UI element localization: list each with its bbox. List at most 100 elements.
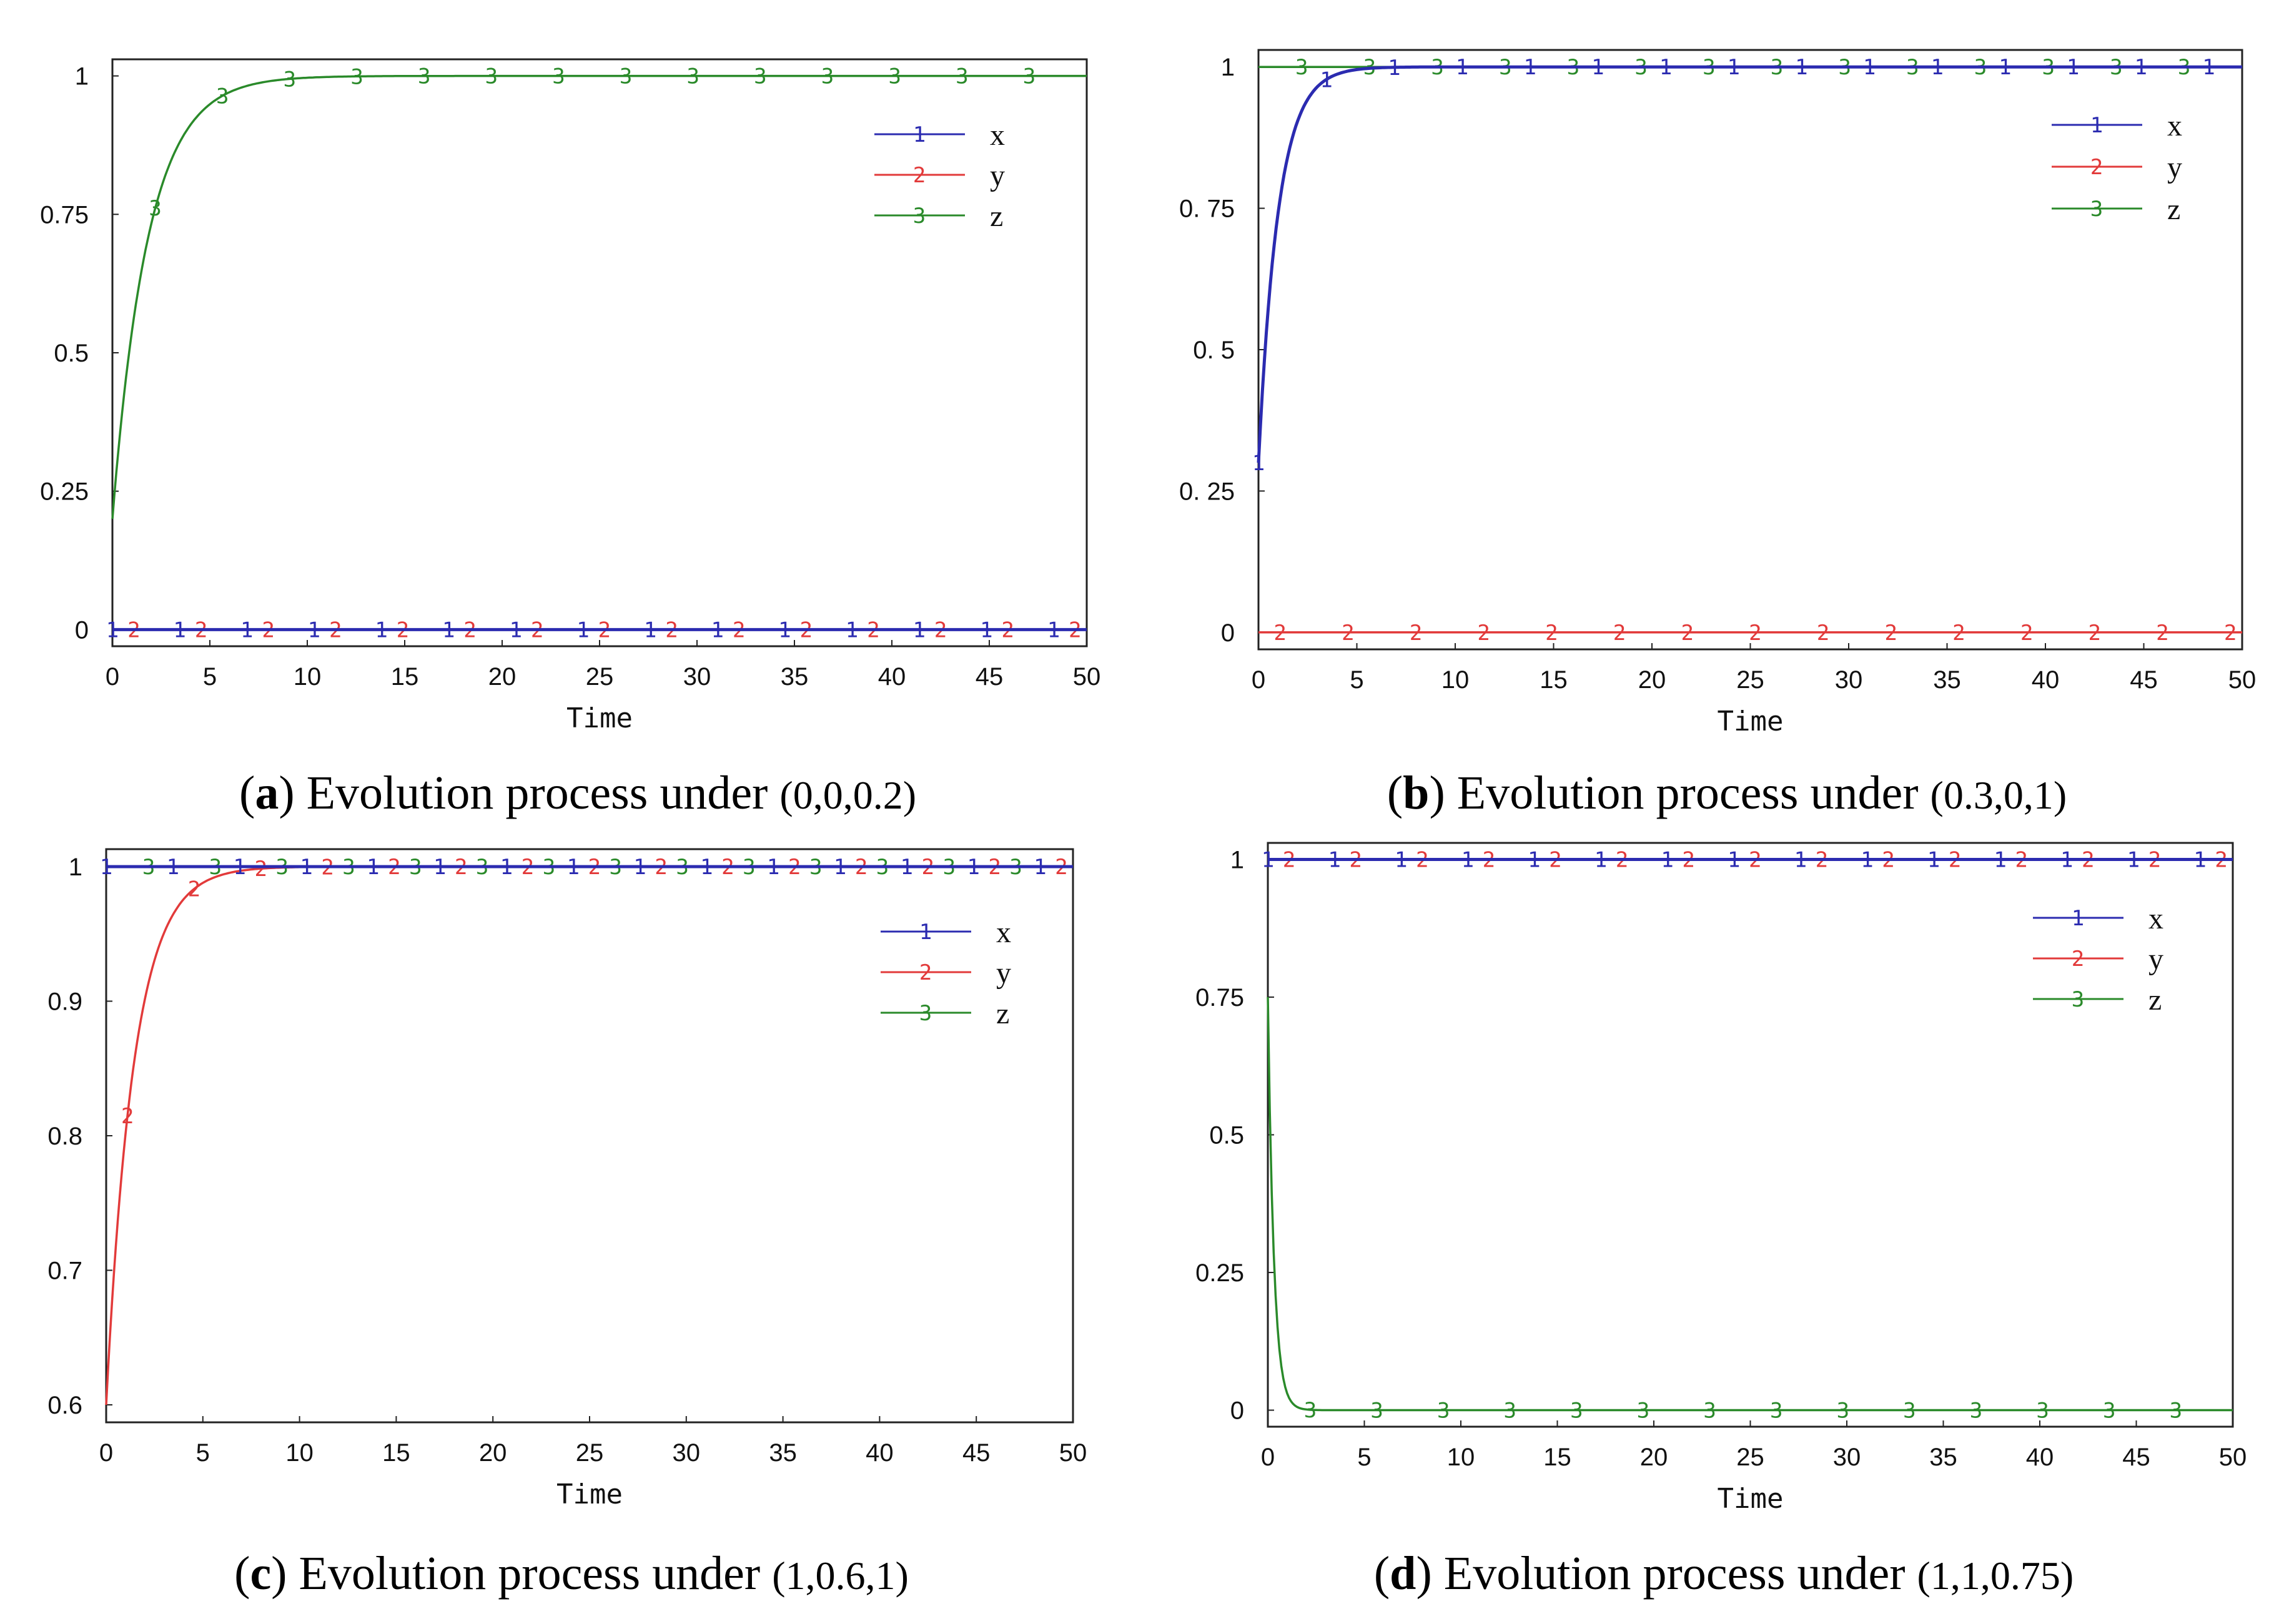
legend-label: y [2167,151,2182,184]
series-marker-x: 1 [167,855,179,880]
x-tick-label: 30 [1835,666,1863,694]
series-marker-x: 1 [2067,55,2079,80]
x-tick-label: 20 [1640,1444,1668,1471]
y-tick-label: 0.6 [47,1392,82,1419]
x-tick-label: 50 [1073,663,1101,691]
series-marker-x: 1 [901,855,913,880]
series-marker-y: 2 [1410,621,1422,646]
panel-b: 0 5 10 15 20 25 30 35 40 45 50 0 0. 25 0. 5 0. 75 1 Time… [1179,49,2256,819]
series-markers-x: 1 1 1 1 1 1 1 1 1 1 1 1 1 1 1 [1262,847,2207,872]
x-tick-label: 0 [106,663,119,691]
caption-letter: c [250,1547,271,1600]
series-marker-z: 3 [1023,64,1036,89]
series-marker-y: 2 [1681,621,1693,646]
x-tick-label: 35 [1929,1444,1957,1471]
caption-tuple: (1,0.6,1) [772,1553,909,1598]
caption-letter: a [255,767,279,819]
x-tick-label: 50 [2219,1444,2247,1471]
legend-label: y [990,159,1005,192]
series-markers-x: 1 1 1 1 1 1 1 1 1 1 1 1 1 1 1 [100,855,1047,880]
series-marker-z: 3 [2103,1399,2115,1424]
series-marker-x: 1 [1456,55,1468,80]
series-marker-y: 2 [1273,621,1286,646]
series-marker-x: 1 [1863,55,1876,80]
series-marker-x: 1 [2202,55,2215,80]
series-marker-x: 1 [2193,847,2206,872]
legend-marker: 2 [913,163,926,188]
legend-marker: 2 [2090,155,2103,180]
series-marker-z: 3 [1437,1399,1450,1424]
x-tick-label: 15 [382,1439,410,1467]
x-tick-label: 40 [2026,1444,2054,1471]
x-tick-label: 45 [976,663,1004,691]
plot-frame [1267,842,2234,1428]
series-marker-y: 2 [1545,621,1558,646]
plot-frame [1257,49,2243,651]
series-marker-x: 1 [1252,451,1265,476]
legend-label: x [996,916,1011,949]
series-marker-x: 1 [100,855,112,880]
y-tick-label: 0. 25 [1179,478,1235,505]
legend-marker: 1 [913,122,926,147]
series-marker-z: 3 [1304,1398,1317,1423]
series-marker-z: 3 [1770,1399,1782,1424]
series-marker-x: 1 [1728,847,1740,872]
x-tick-label: 15 [1540,666,1568,694]
legend-label: z [990,200,1003,233]
caption-text: Evolution process under [299,1547,760,1600]
caption-letter: b [1403,767,1429,819]
legend-marker: 1 [2072,906,2084,931]
series-marker-x: 1 [1794,847,1807,872]
x-tick-label: 40 [866,1439,894,1467]
series-marker-x: 1 [433,855,446,880]
series-marker-x: 1 [233,855,245,880]
series-marker-y: 2 [2224,621,2237,646]
series-marker-x: 1 [1528,847,1540,872]
x-tick-label: 15 [391,663,419,691]
series-marker-z: 3 [687,64,700,89]
x-tick-label: 5 [196,1439,210,1467]
series-marker-z: 3 [2036,1399,2049,1424]
legend-marker: 1 [2090,113,2103,138]
legend: 1 x2 y3 z [2033,902,2163,1016]
legend-label: z [2148,983,2162,1016]
x-tick-label: 25 [576,1439,604,1467]
legend-label: z [996,997,1009,1030]
caption-paren-close: ) [1429,767,1456,819]
x-tick-label: 25 [1736,666,1764,694]
caption-paren-close: ) [279,767,306,819]
series-marker-x: 1 [1262,847,1274,872]
x-tick-label: 30 [673,1439,701,1467]
legend-marker: 3 [2072,987,2084,1012]
x-tick-label: 10 [294,663,322,691]
series-marker-x: 1 [566,855,579,880]
caption-text: Evolution process under [1444,1547,1906,1600]
x-tick-label: 5 [203,663,217,691]
x-tick-label: 30 [1833,1444,1861,1471]
series-marker-x: 1 [1727,55,1739,80]
legend-label: x [2148,902,2163,935]
x-axis-title: Time [1718,1483,1784,1515]
series-marker-x: 1 [834,855,846,880]
y-tick-label: 1 [69,854,82,881]
series-marker-z: 3 [149,196,161,221]
x-tick-label: 35 [769,1439,797,1467]
x-tick-label: 45 [2122,1444,2150,1471]
x-tick-label: 40 [878,663,906,691]
series-marker-x: 1 [375,618,387,642]
series-marker-x: 1 [1659,55,1672,80]
series-marker-x: 1 [1034,855,1046,880]
x-tick-label: 25 [586,663,614,691]
series-marker-x: 1 [510,618,522,642]
series-line-y [105,865,1073,1405]
series-marker-x: 1 [367,855,379,880]
y-tick-label: 0.5 [1209,1122,1244,1149]
series-marker-z: 3 [216,84,229,109]
x-tick-label: 45 [2130,666,2158,694]
y-tick-label: 1 [1230,846,1244,874]
caption-tuple: (0.3,0,1) [1930,773,2067,817]
series-marker-x: 1 [980,618,992,642]
caption-text: Evolution process under [1457,767,1919,819]
